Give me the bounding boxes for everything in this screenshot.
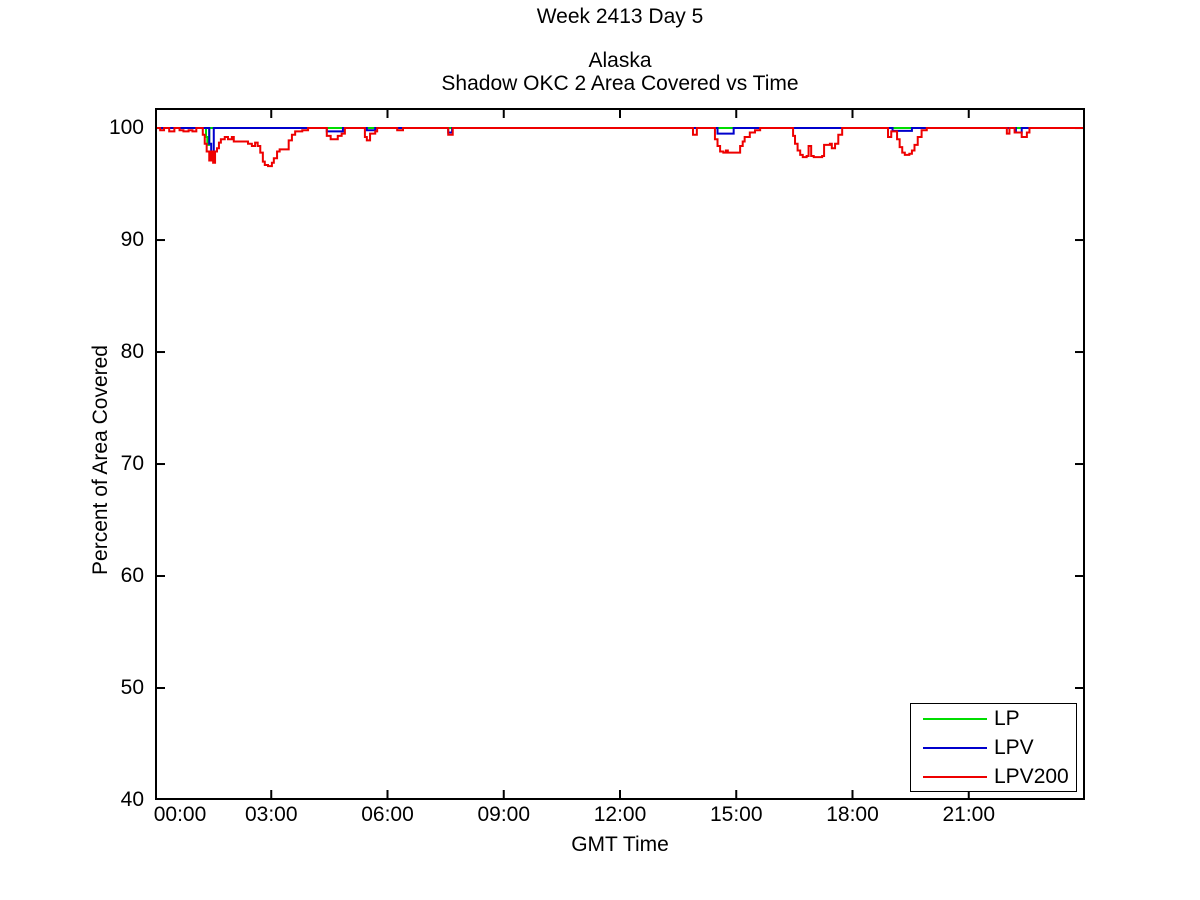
legend-row-lpv200: LPV200 [911,764,1076,788]
chart-title-line1: Alaska [588,49,652,72]
x-tick-label-2100: 21:00 [942,803,996,826]
y-tick-label-100: 100 [108,116,144,140]
legend-line-lpv-icon [923,746,987,749]
y-tick-label-80: 80 [120,340,144,364]
x-tick-label-1500: 15:00 [709,803,763,826]
chart-canvas [155,108,1085,800]
legend-row-lpv: LPV [911,735,1076,759]
x-tick-label-1200: 12:00 [593,803,647,826]
x-tick-label-1800: 18:00 [826,803,879,826]
figure-suptitle: Week 2413 Day 5 [536,5,704,28]
x-axis-label: GMT Time [571,833,669,856]
chart-title-line2: Shadow OKC 2 Area Covered vs Time [441,72,799,95]
x-tick-label-0900: 09:00 [477,803,531,826]
y-tick-label-70: 70 [120,452,144,476]
legend-label-lp: LP [994,706,1020,730]
legend-box: LP LPV LPV200 [910,703,1077,792]
x-tick-label-0300: 03:00 [244,803,298,826]
x-tick-label-0000: 00:00 [153,803,207,826]
legend-row-lp: LP [911,706,1076,730]
legend-line-lpv200-icon [923,775,987,778]
legend-label-lpv200: LPV200 [994,764,1069,788]
y-tick-label-90: 90 [120,228,144,252]
x-tick-label-0600: 06:00 [361,803,414,826]
legend-line-lp-icon [923,717,987,720]
y-tick-label-60: 60 [120,564,144,587]
y-tick-label-50: 50 [120,676,144,699]
y-tick-label-40: 40 [120,788,144,811]
plot-area [155,108,1085,800]
legend-label-lpv: LPV [994,735,1034,759]
chart-title: Alaska Shadow OKC 2 Area Covered vs Time [155,49,1085,95]
